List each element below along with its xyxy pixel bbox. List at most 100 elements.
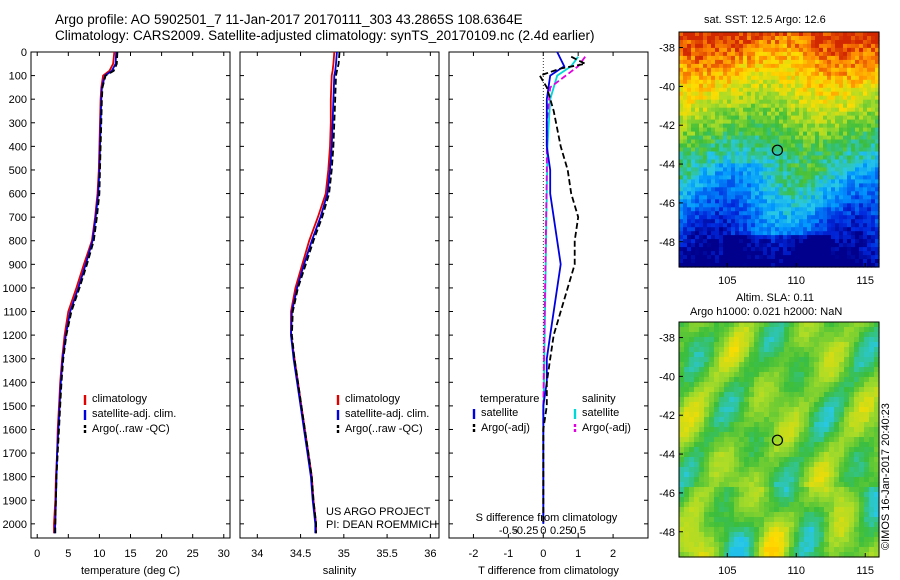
sst-map-ytick-label: -42 [659,120,675,132]
depth-tick-label: 1500 [3,401,27,413]
difference-legend-s-argo-label: Argo(-adj) [582,422,631,434]
salinity-xtick-label: 35 [338,548,350,560]
depth-tick-label: 800 [9,236,27,248]
salinity-xtick-label: 34 [251,548,263,560]
salinity-xtick-label: 34.5 [290,548,311,560]
salinity-diff-tick-label: -0.25 [513,525,538,537]
sla-map-ytick-label: -44 [659,449,675,461]
header-line-1: Argo profile: AO 5902501_7 11-Jan-2017 2… [55,12,523,27]
salinity-series-satellite-adj-clim- [290,51,338,534]
temperature-xtick-label: 0 [34,548,40,560]
sst-map-ytick-label: -38 [659,43,675,55]
temperature-axes-frame [30,51,231,539]
project-line-1: US ARGO PROJECT [326,506,431,518]
sla-map-xtick-label: 115 [856,565,874,577]
depth-tick-label: 1800 [3,472,27,484]
depth-tick-label: 2000 [3,519,27,531]
salinity-diff-tick-label: 0.25 [550,525,571,537]
difference-series-argo-adj- [542,56,586,524]
temperature-series-argo-raw-qc- [54,51,119,534]
temperature-xtick-label: 20 [155,548,167,560]
depth-tick-label: 1100 [3,307,27,319]
salinity-diff-tick-label: 0.5 [571,525,586,537]
temperature-legend-2-label: Argo(..raw -QC) [92,423,170,435]
sst-map-ytick-label: -40 [659,81,675,93]
difference-xlabel: T difference from climatology [478,565,619,577]
sla-map-title-2: Argo h1000: 0.021 h2000: NaN [690,306,843,318]
depth-tick-label: 600 [9,189,27,201]
difference-xtick-label: -2 [469,548,479,560]
sla-map-ytick-label: -40 [659,371,675,383]
sst-map-argo-marker [771,144,784,156]
salinity-diff-tick-label: 0 [540,525,546,537]
sst-map-ytick-label: -48 [659,237,675,249]
depth-tick-label: 1300 [3,354,27,366]
salinity-xtick-label: 35.5 [376,548,397,560]
difference-xtick-label: -1 [503,548,513,560]
sla-map-ytick-label: -46 [659,488,675,500]
difference-legend-temperature-title: temperature [480,393,539,405]
sst-map-heatmap-cells [679,32,880,268]
depth-tick-label: 700 [9,212,27,224]
difference-legend-t-argo-label: Argo(-adj) [481,422,530,434]
depth-tick-label: 1000 [3,283,27,295]
sla-map-xtick-label: 110 [787,565,805,577]
difference-axes-frame [448,51,649,539]
depth-tick-label: 1900 [3,495,27,507]
sst-map-frame [678,31,880,268]
temperature-xtick-label: 30 [218,548,230,560]
difference-series-satellite [542,56,579,524]
salinity-legend-2-label: Argo(..raw -QC) [345,423,423,435]
sla-map-frame [678,321,880,558]
temperature-legend-1-label: satellite-adj. clim. [92,408,176,420]
depth-tick-label: 400 [9,141,27,153]
salinity-diff-axis-label: S difference from climatology [476,512,618,524]
difference-series-argo-adj- [538,55,588,524]
depth-tick-label: 500 [9,165,27,177]
salinity-legend-0-label: climatology [345,393,401,405]
depth-tick-label: 300 [9,118,27,130]
sst-map-xtick-label: 110 [787,275,805,287]
sla-map-title-1: Altim. SLA: 0.11 [736,292,815,304]
salinity-series-argo-raw-qc- [290,51,341,534]
sst-map-title: sat. SST: 12.5 Argo: 12.6 [704,14,826,26]
sst-map-ytick-label: -46 [659,198,675,210]
project-line-2: PI: DEAN ROEMMICH [326,519,438,531]
salinity-diff-tick-label: -0.5 [499,525,518,537]
difference-legend-t-satellite-label: satellite [481,407,518,419]
difference-legend-s-satellite-label: satellite [582,407,619,419]
sla-map-argo-marker [771,434,784,446]
temperature-series-satellite-adj-clim- [53,51,118,534]
temperature-xtick-label: 10 [93,548,105,560]
sst-map-ytick-label: -44 [659,159,675,171]
depth-tick-label: 0 [21,47,27,59]
temperature-xlabel: temperature (deg C) [81,565,180,577]
sla-map-ytick-label: -42 [659,410,675,422]
sla-map-xtick-label: 105 [718,565,736,577]
sla-map-ytick-label: -38 [659,333,675,345]
header-line-2: Climatology: CARS2009. Satellite-adjuste… [55,28,595,43]
salinity-axes-frame [239,51,440,539]
depth-tick-label: 200 [9,94,27,106]
difference-legend-salinity-title: salinity [582,393,616,405]
temperature-xtick-label: 15 [124,548,136,560]
temperature-legend-0-label: climatology [92,393,148,405]
salinity-xlabel: salinity [323,565,357,577]
salinity-xtick-label: 36 [424,548,436,560]
depth-tick-label: 1400 [3,377,27,389]
temperature-series-climatology [53,51,116,534]
depth-tick-label: 1600 [3,424,27,436]
temperature-xtick-label: 5 [65,548,71,560]
depth-tick-label: 1700 [3,448,27,460]
depth-tick-label: 100 [9,71,27,83]
temperature-xtick-label: 25 [187,548,199,560]
difference-xtick-label: 1 [575,548,581,560]
sst-map-xtick-label: 105 [718,275,736,287]
sla-map-heatmap-cells [679,322,880,558]
sla-map-ytick-label: -48 [659,527,675,539]
difference-series-satellite [542,51,566,524]
sst-map-xtick-label: 115 [856,275,874,287]
depth-tick-label: 900 [9,259,27,271]
salinity-legend-1-label: satellite-adj. clim. [345,408,429,420]
